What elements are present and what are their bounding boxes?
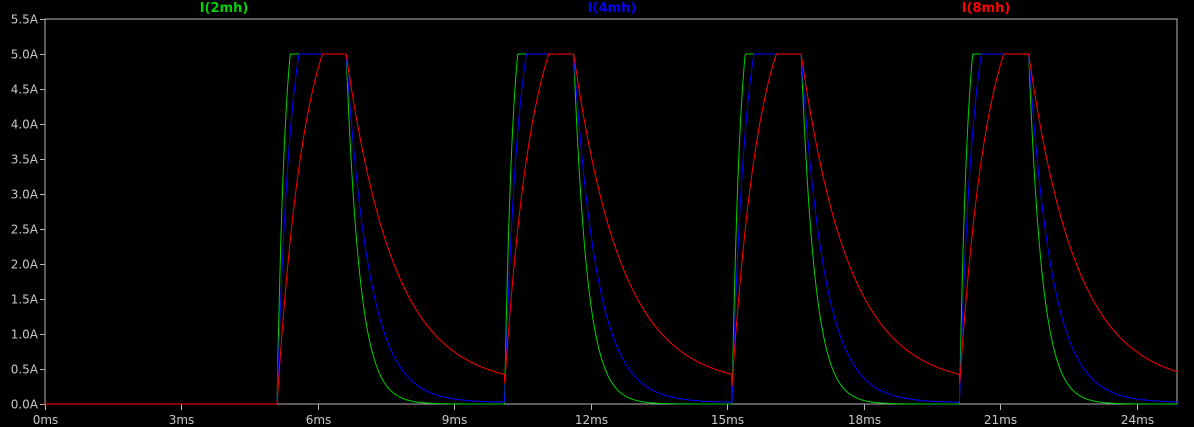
x-tick-label: 0ms <box>33 413 59 427</box>
x-tick-label: 3ms <box>169 413 195 427</box>
y-tick-label: 0.5A <box>11 363 39 377</box>
x-axis-ticks <box>45 404 1138 410</box>
x-tick-label: 15ms <box>711 413 744 427</box>
trace-i8mh[interactable] <box>44 53 1178 405</box>
plot-border <box>44 18 1178 405</box>
plot-frame <box>44 18 1178 405</box>
x-tick-label: 18ms <box>848 413 881 427</box>
y-axis-ticks <box>40 19 45 405</box>
y-tick-label: 1.5A <box>11 293 39 307</box>
x-tick-label: 6ms <box>306 413 332 427</box>
y-tick-label: 5.0A <box>11 48 39 62</box>
x-tick-label: 12ms <box>575 413 608 427</box>
y-tick-label: 4.0A <box>11 118 39 132</box>
y-axis-labels: 0.0A 0.5A 1.0A 1.5A 2.0A 2.5A 3.0A 3.5A 4.0A 4.5A… <box>11 13 39 412</box>
x-tick-label: 21ms <box>984 413 1017 427</box>
y-tick-label: 4.5A <box>11 83 39 97</box>
y-tick-label: 1.0A <box>11 328 39 342</box>
x-axis-labels: 0ms 3ms 6ms 9ms 12ms 15ms 18ms 21ms 24ms <box>33 413 1154 427</box>
y-tick-label: 2.5A <box>11 223 39 237</box>
y-tick-label: 3.5A <box>11 153 39 167</box>
x-tick-label: 9ms <box>442 413 468 427</box>
x-tick-label: 24ms <box>1121 413 1154 427</box>
y-tick-label: 0.0A <box>11 398 39 412</box>
trace-i4mh[interactable] <box>44 53 1178 405</box>
trace-i2mh[interactable] <box>44 53 1178 405</box>
y-tick-label: 3.0A <box>11 188 39 202</box>
y-tick-label: 2.0A <box>11 258 39 272</box>
waveform-traces <box>44 53 1178 405</box>
y-tick-label: 5.5A <box>11 13 39 27</box>
